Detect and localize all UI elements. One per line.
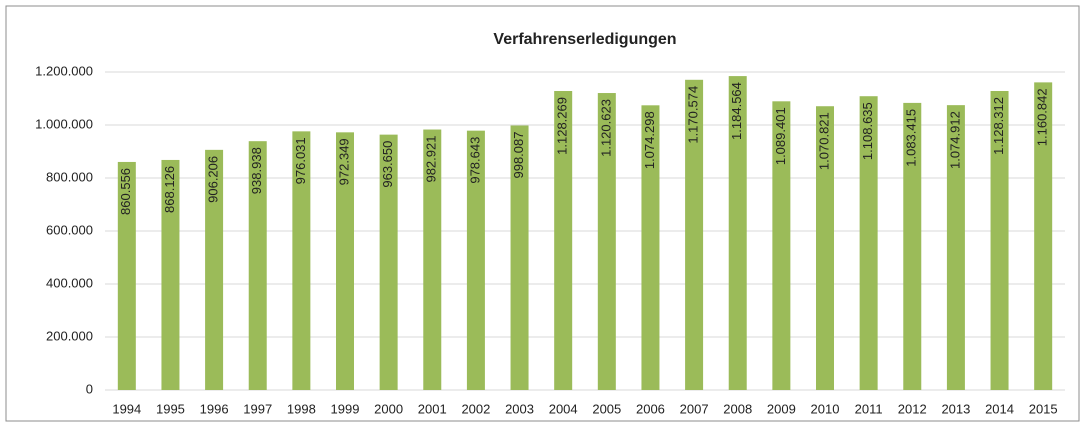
x-tick-label: 1996 <box>200 401 229 416</box>
x-tick-label: 2014 <box>985 401 1014 416</box>
bar <box>597 93 616 390</box>
bar <box>641 105 660 390</box>
bar <box>685 79 704 391</box>
x-tick-label: 1994 <box>112 401 141 416</box>
bar <box>859 96 878 390</box>
data-label: 976.031 <box>293 137 308 184</box>
x-tick-label: 2002 <box>461 401 490 416</box>
bar <box>903 102 922 391</box>
x-tick-label: 1998 <box>287 401 316 416</box>
bar <box>336 132 354 390</box>
chart-title: Verfahrenserledigungen <box>493 31 676 48</box>
bar <box>161 159 180 390</box>
bar <box>466 130 485 390</box>
bar <box>248 141 267 390</box>
data-label: 1.089.401 <box>773 107 788 165</box>
x-tick-label: 2006 <box>636 401 665 416</box>
data-label: 978.643 <box>467 137 482 184</box>
x-tick-label: 2008 <box>723 401 752 416</box>
data-label: 1.128.269 <box>555 97 570 155</box>
data-label: 1.160.842 <box>1035 88 1050 146</box>
data-label: 868.126 <box>162 166 177 213</box>
y-tick-label: 1.200.000 <box>35 63 93 78</box>
data-label: 1.120.623 <box>598 99 613 157</box>
x-tick-label: 2003 <box>505 401 534 416</box>
y-tick-label: 600.000 <box>46 222 93 237</box>
data-label: 998.087 <box>511 132 526 179</box>
x-tick-label: 1999 <box>331 401 360 416</box>
data-label: 1.128.312 <box>991 97 1006 155</box>
x-tick-label: 2007 <box>680 401 709 416</box>
data-label: 1.108.635 <box>860 102 875 160</box>
chart-frame <box>5 5 1080 422</box>
y-tick-label: 0 <box>86 381 93 396</box>
x-tick-label: 2005 <box>592 401 621 416</box>
data-label: 1.074.912 <box>947 111 962 169</box>
bar <box>728 76 747 390</box>
bar <box>946 105 965 391</box>
bar <box>292 131 311 390</box>
bar <box>554 91 573 390</box>
x-tick-label: 2011 <box>855 401 883 416</box>
x-tick-label: 2015 <box>1029 401 1058 416</box>
bar <box>816 106 834 391</box>
bar <box>1034 82 1053 391</box>
bar <box>510 125 529 390</box>
x-tick-label: 2001 <box>418 401 447 416</box>
y-tick-label: 200.000 <box>46 328 93 343</box>
x-tick-label: 2000 <box>374 401 403 416</box>
x-tick-label: 2012 <box>898 401 927 416</box>
x-tick-label: 2009 <box>767 401 796 416</box>
bar <box>117 161 136 390</box>
x-tick-label: 1995 <box>156 401 185 416</box>
x-tick-label: 1997 <box>243 401 272 416</box>
data-label: 1.170.574 <box>686 86 701 144</box>
data-label: 982.921 <box>424 136 439 183</box>
x-tick-label: 2010 <box>811 401 840 416</box>
data-label: 1.070.821 <box>816 112 831 170</box>
bar <box>772 101 791 390</box>
data-label: 1.083.415 <box>904 109 919 167</box>
x-tick-label: 2004 <box>549 401 578 416</box>
data-label: 938.938 <box>249 147 264 194</box>
x-tick-label: 2013 <box>941 401 970 416</box>
bar <box>423 129 442 390</box>
y-tick-label: 1.000.000 <box>35 116 93 131</box>
bar <box>205 149 224 390</box>
bar <box>379 134 398 390</box>
y-tick-label: 800.000 <box>46 169 93 184</box>
data-label: 963.650 <box>380 141 395 188</box>
data-label: 1.184.564 <box>729 82 744 140</box>
data-label: 972.349 <box>336 138 351 185</box>
data-label: 906.206 <box>206 156 221 203</box>
bar <box>990 90 1009 391</box>
y-tick-label: 400.000 <box>46 275 93 290</box>
data-label: 1.074.298 <box>642 111 657 169</box>
data-label: 860.556 <box>118 168 133 215</box>
